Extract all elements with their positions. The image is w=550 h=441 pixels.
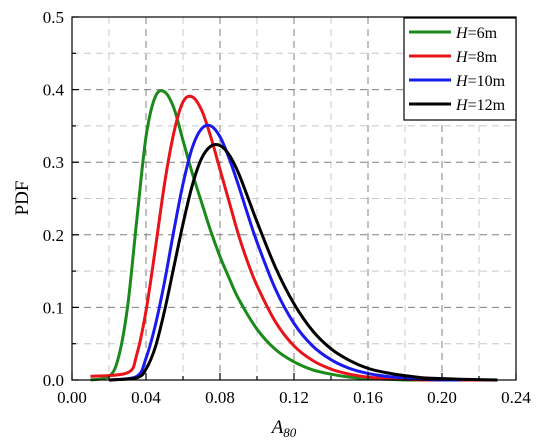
legend-label-value: =8m (468, 49, 498, 66)
legend-label-value: =6m (468, 25, 498, 42)
series-line-2 (90, 94, 498, 382)
legend-label: H=10m (455, 73, 506, 90)
legend-label: H=8m (455, 49, 498, 66)
x-tick-label: 0.24 (501, 388, 531, 407)
y-tick-label: 0.1 (43, 298, 64, 317)
x-tick-label: 0.08 (205, 388, 235, 407)
x-tick-label: 0.16 (353, 388, 383, 407)
legend-label-value: =10m (468, 73, 506, 90)
x-axis-label-main: A (270, 417, 284, 438)
y-tick-label: 0.2 (43, 226, 64, 245)
legend-label: H=12m (455, 97, 506, 114)
y-tick-label: 0.5 (43, 8, 64, 27)
series-line-1 (90, 89, 442, 382)
legend-label-variable: H (455, 97, 469, 114)
y-axis-label: PDF (12, 181, 33, 216)
legend-label-value: =12m (468, 97, 506, 114)
x-tick-label: 0.12 (279, 388, 309, 407)
legend-label-variable: H (455, 49, 469, 66)
x-tick-label: 0.00 (57, 388, 87, 407)
series-lines (90, 89, 498, 382)
y-tick-label: 0.3 (43, 153, 64, 172)
legend-label-variable: H (455, 25, 469, 42)
x-axis-label-subscript: 80 (283, 425, 297, 440)
axis-ticks: 0.00 0.04 0.08 0.12 0.16 0.20 0.24 0.0 0.1 0.2 0.3… (43, 8, 532, 407)
x-tick-label: 0.04 (131, 388, 161, 407)
x-tick-label: 0.20 (427, 388, 457, 407)
series-line-3 (108, 123, 461, 382)
series-line-4 (108, 143, 498, 382)
y-tick-label: 0.4 (43, 81, 65, 100)
y-tick-label: 0.0 (43, 371, 64, 390)
legend-label-variable: H (455, 73, 469, 90)
legend-label: H=6m (455, 25, 498, 42)
x-axis-label: A80 (270, 417, 297, 440)
